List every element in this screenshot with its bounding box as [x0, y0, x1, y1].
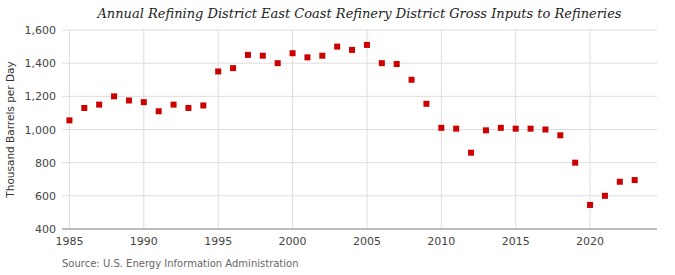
y-grid-line: [62, 63, 657, 64]
point: [483, 127, 489, 133]
x-grid-line: [218, 30, 219, 229]
x-tick-label: 2010: [427, 235, 455, 248]
chart: 400 600 800 1,000 1,200 1,400 1,600 1985 1990 199…: [0, 0, 675, 275]
x-tick-label: 2005: [353, 235, 381, 248]
point: [394, 61, 400, 67]
point: [379, 60, 385, 66]
title: Annual Refining District East Coast Refi…: [96, 6, 621, 21]
point: [557, 132, 563, 138]
x-grid-line: [143, 30, 144, 229]
point: [453, 126, 459, 132]
x-tick-label: 1990: [130, 235, 158, 248]
point: [185, 105, 191, 111]
point: [126, 97, 132, 103]
y-tick-label: 800: [35, 157, 56, 170]
x-grid-line: [366, 30, 367, 229]
x-grid-line: [590, 30, 591, 229]
point: [66, 117, 72, 123]
point: [409, 77, 415, 83]
y-tick-label: 600: [35, 190, 56, 203]
point: [245, 52, 251, 58]
x-tick-label: 2000: [279, 235, 307, 248]
x-tick-label: 1995: [204, 235, 232, 248]
point: [528, 126, 534, 132]
y-tick-label: 400: [35, 223, 56, 236]
y-grid-line: [62, 96, 657, 97]
point: [423, 101, 429, 107]
y-grid-line: [62, 129, 657, 130]
point: [141, 99, 147, 105]
point: [617, 179, 623, 185]
point: [200, 102, 206, 108]
point: [334, 44, 340, 50]
point: [572, 160, 578, 166]
point: [498, 125, 504, 131]
point: [275, 60, 281, 66]
y-tick-label: 1,600: [25, 24, 57, 37]
point: [260, 53, 266, 59]
x-tick-label: 2015: [502, 235, 530, 248]
chart-container: 400 600 800 1,000 1,200 1,400 1,600 1985 1990 199…: [0, 0, 675, 275]
x-grid-line: [69, 30, 70, 229]
point: [587, 202, 593, 208]
point: [468, 150, 474, 156]
x-grid-line: [292, 30, 293, 229]
point: [156, 108, 162, 114]
grid: [62, 30, 657, 229]
points: [66, 42, 637, 208]
source: Source: U.S. Energy Information Administ…: [62, 258, 299, 269]
point: [171, 102, 177, 108]
point: [319, 53, 325, 59]
point: [111, 93, 117, 99]
y-tick-label: 1,200: [25, 90, 57, 103]
y-grid-line: [62, 195, 657, 196]
point: [632, 177, 638, 183]
x-tick-label: 2020: [576, 235, 604, 248]
x-axis-line: [62, 229, 657, 230]
point: [304, 54, 310, 60]
point: [290, 50, 296, 56]
y-tick-label: 1,400: [25, 57, 57, 70]
point: [542, 127, 548, 133]
point: [349, 47, 355, 53]
x-tick-label: 1985: [55, 235, 83, 248]
tick-labels: 400 600 800 1,000 1,200 1,400 1,600 1985 1990 199…: [25, 24, 605, 248]
point: [513, 126, 519, 132]
y-tick-label: 1,000: [25, 124, 57, 137]
y-grid-line: [62, 229, 657, 230]
point: [438, 125, 444, 131]
point: [230, 65, 236, 71]
point: [96, 102, 102, 108]
point: [364, 42, 370, 48]
point: [215, 68, 221, 74]
y-axis-label: Thousand Barrels per Day: [4, 61, 16, 198]
y-grid-line: [62, 162, 657, 163]
point: [602, 193, 608, 199]
y-grid-line: [62, 30, 657, 31]
point: [81, 105, 87, 111]
